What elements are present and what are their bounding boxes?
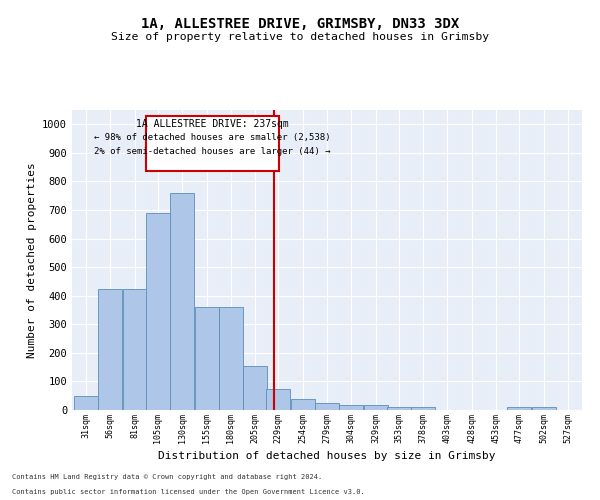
Bar: [74, 396, 98, 410]
Bar: [291, 398, 315, 410]
FancyBboxPatch shape: [146, 116, 279, 172]
Bar: [170, 193, 194, 410]
Bar: [364, 405, 388, 410]
Bar: [219, 307, 243, 410]
Bar: [146, 213, 170, 410]
Text: 1A, ALLESTREE DRIVE, GRIMSBY, DN33 3DX: 1A, ALLESTREE DRIVE, GRIMSBY, DN33 3DX: [141, 18, 459, 32]
Y-axis label: Number of detached properties: Number of detached properties: [26, 162, 37, 358]
Bar: [315, 403, 339, 410]
Text: Contains HM Land Registry data © Crown copyright and database right 2024.: Contains HM Land Registry data © Crown c…: [12, 474, 322, 480]
Text: 1A ALLESTREE DRIVE: 237sqm: 1A ALLESTREE DRIVE: 237sqm: [136, 119, 289, 129]
Bar: [122, 288, 146, 410]
Bar: [411, 407, 435, 410]
Bar: [266, 388, 290, 410]
Text: ← 98% of detached houses are smaller (2,538): ← 98% of detached houses are smaller (2,…: [94, 133, 331, 142]
Bar: [98, 288, 122, 410]
Bar: [194, 307, 218, 410]
X-axis label: Distribution of detached houses by size in Grimsby: Distribution of detached houses by size …: [158, 451, 496, 461]
Bar: [243, 366, 267, 410]
Bar: [508, 407, 532, 410]
Text: Size of property relative to detached houses in Grimsby: Size of property relative to detached ho…: [111, 32, 489, 42]
Bar: [339, 405, 363, 410]
Text: Contains public sector information licensed under the Open Government Licence v3: Contains public sector information licen…: [12, 489, 365, 495]
Bar: [387, 407, 411, 410]
Bar: [532, 407, 556, 410]
Text: 2% of semi-detached houses are larger (44) →: 2% of semi-detached houses are larger (4…: [94, 146, 331, 156]
